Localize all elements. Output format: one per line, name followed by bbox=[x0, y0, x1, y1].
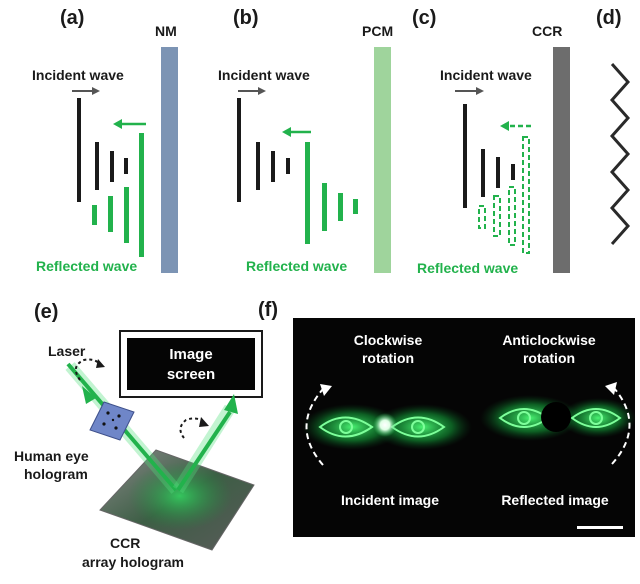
incident-bar bbox=[286, 158, 290, 174]
incident-arrow-icon bbox=[455, 87, 484, 95]
reflected-arrow-icon bbox=[113, 119, 146, 129]
reflected-image-label: Reflected image bbox=[501, 492, 609, 508]
incident-image-label: Incident image bbox=[341, 492, 439, 508]
reflected-bar bbox=[353, 199, 358, 214]
panel-b-incident-bars bbox=[237, 98, 290, 202]
panel-c-reflected-bars bbox=[478, 136, 530, 254]
incident-arrow-icon bbox=[72, 87, 100, 95]
reflected-eye-pair bbox=[480, 395, 636, 441]
panel-b-incident-label: Incident wave bbox=[218, 67, 310, 83]
incident-bar bbox=[256, 142, 260, 190]
anticlockwise-line2: rotation bbox=[523, 350, 575, 366]
center-shadow bbox=[541, 402, 571, 432]
panel-d: (d) bbox=[596, 7, 631, 245]
eye-iris bbox=[589, 411, 603, 425]
reflected-bar bbox=[92, 205, 97, 225]
reflected-bar bbox=[139, 133, 144, 257]
hologram-dots bbox=[102, 411, 121, 430]
panel-a-incident-bars bbox=[77, 98, 128, 202]
reflected-bar bbox=[108, 196, 113, 232]
panel-c-incident-bars bbox=[463, 104, 515, 208]
scale-bar bbox=[577, 526, 623, 529]
panel-a-letter: (a) bbox=[60, 7, 84, 29]
image-screen-line1: Image bbox=[169, 346, 212, 363]
panel-c-letter: (c) bbox=[412, 7, 436, 29]
reflected-bar bbox=[522, 136, 530, 254]
ccr-hologram-line2: array hologram bbox=[82, 554, 184, 570]
eye-hologram-line1: Human eye bbox=[14, 448, 89, 464]
image-screen bbox=[127, 338, 255, 390]
panel-b: (b) PCM Incident wave Reflected wave bbox=[218, 7, 393, 274]
incident-bar bbox=[237, 98, 241, 202]
eye-iris bbox=[339, 420, 353, 434]
laser-label: Laser bbox=[48, 343, 86, 359]
ccr-label: CCR bbox=[532, 23, 562, 39]
incident-arrow-icon bbox=[238, 87, 266, 95]
panel-d-letter: (d) bbox=[596, 7, 622, 29]
panel-b-letter: (b) bbox=[233, 7, 259, 29]
incident-bar bbox=[124, 158, 128, 174]
pcm-label: PCM bbox=[362, 23, 393, 39]
clockwise-line1: Clockwise bbox=[354, 332, 423, 348]
human-eye-hologram-plate bbox=[89, 401, 135, 441]
eye-iris bbox=[411, 420, 425, 434]
incident-bar bbox=[271, 151, 275, 182]
panel-a-reflected-label: Reflected wave bbox=[36, 258, 137, 274]
incident-bar bbox=[496, 157, 500, 188]
reflected-arrow-icon bbox=[282, 127, 311, 137]
nm-surface-bar bbox=[161, 47, 178, 273]
ccr-surface-bar bbox=[553, 47, 570, 273]
reflected-bar bbox=[124, 187, 129, 243]
pcm-surface-bar bbox=[374, 47, 391, 273]
incident-bar bbox=[481, 149, 485, 197]
anticlockwise-rotation-arrow-icon bbox=[605, 382, 631, 465]
image-screen-line2: screen bbox=[167, 366, 215, 383]
reflected-beam-arrowhead-icon bbox=[224, 394, 238, 414]
panel-c: (c) CCR Incident wave Reflected wave bbox=[412, 7, 570, 276]
nm-label: NM bbox=[155, 23, 177, 39]
ccr-hologram-line1: CCR bbox=[110, 535, 140, 551]
eye-iris bbox=[517, 411, 531, 425]
reflected-bar bbox=[493, 195, 501, 237]
laser-spot bbox=[373, 413, 397, 437]
panel-a-incident-label: Incident wave bbox=[32, 67, 124, 83]
panel-e: (e) Image screen Laser Human eye hologra… bbox=[14, 301, 263, 570]
reflected-beam bbox=[176, 410, 232, 492]
eye-outline bbox=[390, 416, 446, 438]
reflected-bar bbox=[305, 142, 310, 244]
incident-bar bbox=[110, 151, 114, 182]
panel-e-letter: (e) bbox=[34, 301, 58, 323]
incident-eye-pair bbox=[302, 404, 472, 450]
reflected-bar bbox=[322, 183, 327, 231]
panel-a: (a) NM Incident wave Reflected wave bbox=[32, 7, 178, 274]
reflected-bar bbox=[338, 193, 343, 221]
incident-bar bbox=[463, 104, 467, 208]
panel-a-reflected-bars bbox=[92, 133, 144, 257]
clockwise-rotation-arrow-icon bbox=[305, 384, 332, 466]
reflected-bar bbox=[508, 186, 516, 246]
anticlockwise-line1: Anticlockwise bbox=[502, 332, 596, 348]
panel-b-reflected-label: Reflected wave bbox=[246, 258, 347, 274]
laser-rotation-arrow-icon bbox=[74, 358, 105, 381]
incident-bar bbox=[77, 98, 81, 202]
ccr-plate-glow bbox=[128, 462, 232, 530]
ccr-sawtooth-profile bbox=[609, 63, 631, 245]
laser-beam-arrowhead-icon bbox=[82, 386, 96, 404]
panel-c-reflected-label: Reflected wave bbox=[417, 260, 518, 276]
clockwise-line2: rotation bbox=[362, 350, 414, 366]
panel-b-reflected-bars bbox=[305, 142, 358, 244]
eye-hologram-line2: hologram bbox=[24, 466, 88, 482]
panel-f: (f) Cl bbox=[258, 299, 636, 537]
panel-f-letter: (f) bbox=[258, 299, 278, 321]
reflected-dashed-arrow-icon bbox=[500, 121, 531, 131]
reflected-bar bbox=[478, 205, 486, 229]
eye-outline bbox=[318, 416, 374, 438]
panel-c-incident-label: Incident wave bbox=[440, 67, 532, 83]
incident-bar bbox=[511, 164, 515, 180]
eye-outline bbox=[570, 408, 622, 428]
reflected-rotation-arrow-icon bbox=[179, 417, 209, 439]
incident-bar bbox=[95, 142, 99, 190]
